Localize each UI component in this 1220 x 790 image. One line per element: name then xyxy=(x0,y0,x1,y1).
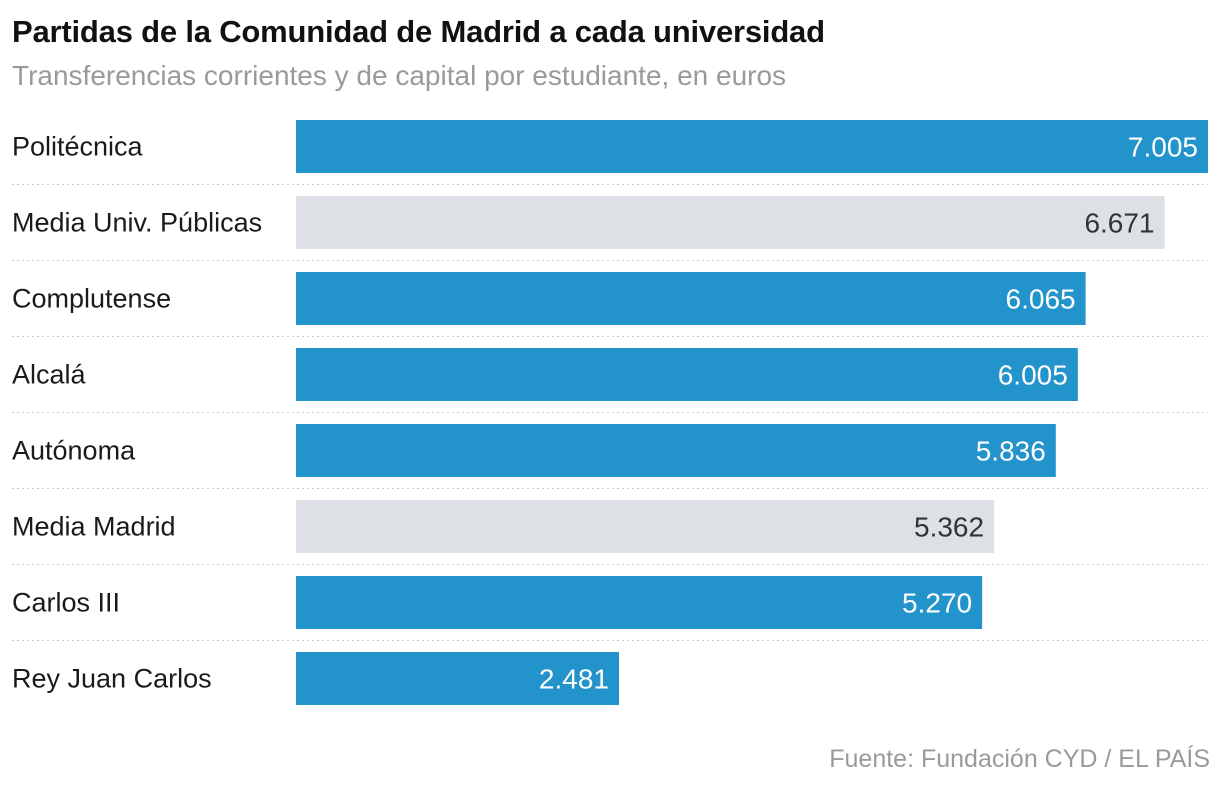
category-label: Alcalá xyxy=(12,360,87,390)
bar xyxy=(296,272,1086,325)
bar xyxy=(296,500,995,553)
chart-subtitle: Transferencias corrientes y de capital p… xyxy=(12,60,787,91)
category-label: Rey Juan Carlos xyxy=(12,664,212,694)
value-label: 5.362 xyxy=(914,512,984,543)
bar xyxy=(296,120,1208,173)
category-label: Complutense xyxy=(12,284,171,314)
bar xyxy=(296,424,1056,477)
bar xyxy=(296,576,983,629)
bar-chart: Politécnica 7.005 Media Univ. Públicas 6.67… xyxy=(12,120,1208,705)
source-note: Fuente: Fundación CYD / EL PAÍS xyxy=(829,745,1210,773)
value-label: 7.005 xyxy=(1128,132,1198,163)
category-label: Media Madrid xyxy=(12,512,176,542)
category-label: Politécnica xyxy=(12,132,144,162)
category-label: Autónoma xyxy=(12,436,136,466)
value-label: 6.671 xyxy=(1084,208,1154,239)
bar xyxy=(296,196,1165,249)
category-label: Media Univ. Públicas xyxy=(12,208,262,238)
chart-title: Partidas de la Comunidad de Madrid a cad… xyxy=(12,14,825,49)
bar xyxy=(296,652,620,705)
bar xyxy=(296,348,1078,401)
value-label: 6.005 xyxy=(998,360,1068,391)
value-label: 6.065 xyxy=(1006,284,1076,315)
category-label: Carlos III xyxy=(12,588,120,618)
value-label: 2.481 xyxy=(539,664,609,695)
value-label: 5.270 xyxy=(902,588,972,619)
value-label: 5.836 xyxy=(976,436,1046,467)
